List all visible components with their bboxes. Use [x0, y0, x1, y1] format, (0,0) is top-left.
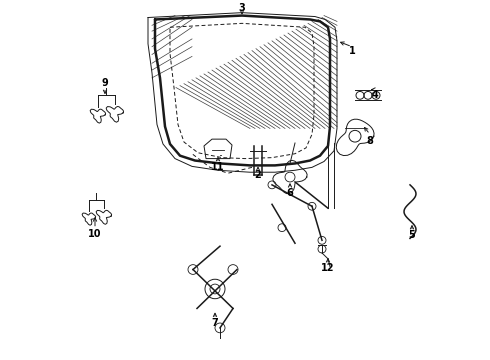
Text: 5: 5 — [409, 230, 416, 240]
Text: 8: 8 — [367, 136, 373, 146]
Text: 4: 4 — [371, 90, 378, 100]
Text: 1: 1 — [348, 46, 355, 55]
Text: 2: 2 — [255, 170, 261, 180]
Text: 7: 7 — [212, 318, 219, 328]
Text: 9: 9 — [101, 78, 108, 88]
Text: 3: 3 — [239, 3, 245, 13]
Text: 6: 6 — [287, 188, 294, 198]
Text: 10: 10 — [88, 229, 102, 239]
Text: 11: 11 — [211, 162, 225, 172]
Text: 12: 12 — [321, 262, 335, 273]
